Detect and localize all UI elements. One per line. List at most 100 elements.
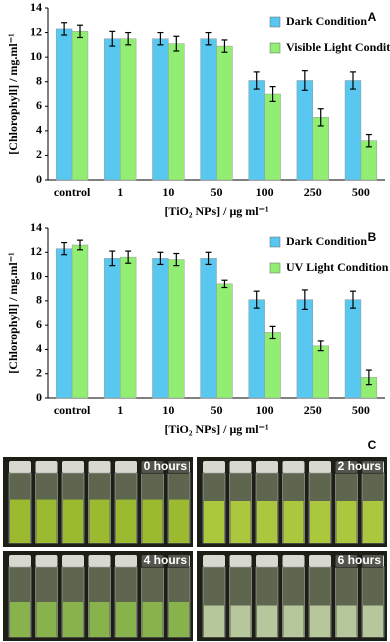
vial-cap xyxy=(229,461,252,473)
bar xyxy=(200,38,217,181)
legend-label: Dark Condition xyxy=(286,234,367,248)
y-tick-label: 8 xyxy=(36,73,42,87)
vial-liquid xyxy=(204,501,224,543)
vial-liquid xyxy=(363,501,383,543)
vial-liquid xyxy=(36,499,57,543)
x-tick-label: 250 xyxy=(304,185,322,199)
x-tick-label: 1 xyxy=(117,185,123,199)
bar xyxy=(344,80,362,181)
error-bar xyxy=(61,241,68,256)
error-bar xyxy=(157,251,164,266)
vial-liquid xyxy=(310,501,330,543)
bar xyxy=(55,28,73,181)
vial-liquid xyxy=(363,605,383,637)
y-tick-label: 4 xyxy=(36,341,42,355)
vial-cap xyxy=(309,555,331,567)
x-tick-label: 500 xyxy=(352,403,370,417)
caption-bg xyxy=(335,554,383,568)
vial-liquid xyxy=(116,499,136,543)
bar xyxy=(168,259,185,399)
vial-liquid xyxy=(142,602,163,637)
vial-liquid xyxy=(116,602,136,637)
error-bar xyxy=(317,340,324,352)
y-tick-label: 12 xyxy=(30,24,42,38)
vial-liquid xyxy=(10,499,30,543)
error-bar xyxy=(125,31,132,46)
bar xyxy=(104,38,121,181)
y-tick-label: 6 xyxy=(36,317,42,331)
y-tick-label: 10 xyxy=(30,268,42,282)
bar xyxy=(312,345,329,399)
legend-swatch xyxy=(269,236,281,248)
legend-swatch xyxy=(269,42,281,54)
vial-liquid xyxy=(142,499,163,543)
legend-swatch xyxy=(269,16,281,28)
vial-liquid xyxy=(204,605,224,637)
error-bar xyxy=(349,71,356,90)
error-bar xyxy=(125,250,132,264)
y-tick-label: 0 xyxy=(36,172,42,186)
vial-liquid xyxy=(10,602,30,637)
x-tick-label: control xyxy=(54,185,91,199)
bar xyxy=(71,31,89,181)
bar xyxy=(264,93,281,181)
vial-cap xyxy=(88,555,111,567)
y-tick-label: 14 xyxy=(30,0,42,14)
vial-cap xyxy=(35,461,58,473)
bar xyxy=(104,258,121,399)
x-axis-title: [TiO₂ NPs] / μg ml⁻¹ xyxy=(164,422,269,436)
vial-cap xyxy=(282,555,305,567)
x-tick-label: 100 xyxy=(256,403,274,417)
x-tick-label: 10 xyxy=(162,403,174,417)
bar xyxy=(71,244,89,399)
bar xyxy=(312,117,329,181)
vial-cap xyxy=(35,555,58,567)
vial-cap xyxy=(282,461,305,473)
vial-liquid xyxy=(230,501,251,543)
vial-liquid xyxy=(230,605,251,637)
panel-label: A xyxy=(368,10,377,24)
error-bar xyxy=(253,290,260,309)
panel-label: C xyxy=(368,438,377,452)
y-axis-title: [Chlorophyll] / mg.ml⁻¹ xyxy=(6,33,20,155)
error-bar xyxy=(269,325,276,340)
bar xyxy=(264,332,281,399)
vial-cap xyxy=(88,461,111,473)
vial-cap xyxy=(256,461,278,473)
bar xyxy=(248,80,265,181)
bar xyxy=(55,248,73,399)
y-tick-label: 2 xyxy=(36,147,42,161)
photo-caption: 4 hours xyxy=(144,553,188,567)
caption-bg xyxy=(141,460,189,474)
vial-cap xyxy=(9,555,31,567)
x-tick-label: 250 xyxy=(304,403,322,417)
x-tick-label: 10 xyxy=(162,185,174,199)
y-axis-title: [Chlorophyll] / mg.ml⁻¹ xyxy=(6,252,20,374)
photo-caption: 0 hours xyxy=(144,459,188,473)
bar xyxy=(248,299,265,399)
error-bar xyxy=(221,279,228,289)
y-tick-label: 14 xyxy=(30,220,42,234)
vial-cap xyxy=(203,555,225,567)
x-tick-label: 50 xyxy=(211,403,223,417)
error-bar xyxy=(77,24,84,39)
error-bar xyxy=(173,252,180,267)
error-bar xyxy=(205,31,212,46)
error-bar xyxy=(349,290,356,309)
vial-liquid xyxy=(336,605,357,637)
error-bar xyxy=(253,71,260,90)
legend-label: UV Light Condition xyxy=(286,260,389,274)
vial-liquid xyxy=(257,501,277,543)
x-axis-title: [TiO₂ NPs] / μg ml⁻¹ xyxy=(164,204,269,218)
bar xyxy=(296,299,314,399)
legend-label: Dark Condition xyxy=(286,14,367,28)
legend-label: Visible Light Condition xyxy=(286,40,390,54)
bar xyxy=(216,283,233,399)
caption-bg xyxy=(141,554,189,568)
error-bar xyxy=(365,369,372,386)
vial-liquid xyxy=(89,602,110,637)
y-tick-label: 6 xyxy=(36,98,42,112)
caption-bg xyxy=(335,460,383,474)
vial-liquid xyxy=(283,605,304,637)
